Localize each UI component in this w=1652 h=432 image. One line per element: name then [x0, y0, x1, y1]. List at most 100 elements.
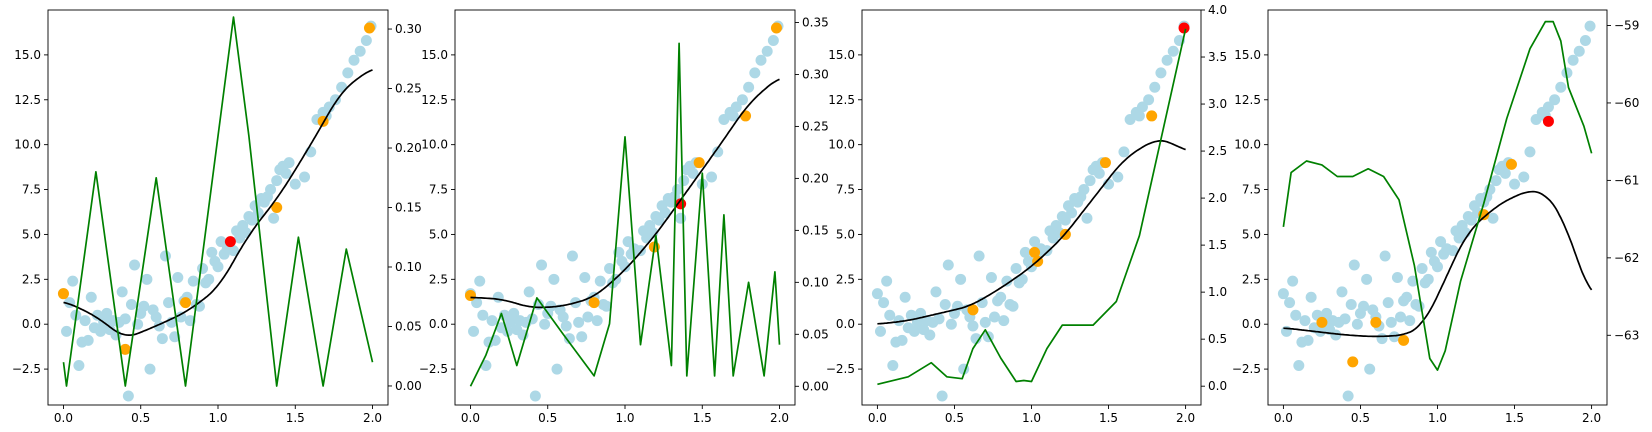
subplot-2: −2.5 0.0 2.5 5.0 7.5 10.0 12.5 15.0 0.00 0.05 0.10…: [419, 9, 829, 425]
observations-point: [268, 212, 280, 224]
observations-point: [566, 250, 578, 262]
x-tick-label: 0.5: [538, 411, 557, 425]
left-tick-label: 5.0: [836, 227, 855, 241]
observations-point: [1579, 35, 1591, 47]
left-tick-label: −2.5: [826, 362, 855, 376]
left-tick-label: 7.5: [836, 183, 855, 197]
observations-point: [240, 227, 252, 239]
left-tick-label: 12.5: [421, 93, 448, 107]
observations-point: [85, 291, 97, 303]
observations-point: [1376, 333, 1388, 345]
observations-point: [730, 101, 742, 113]
selected-point: [1146, 110, 1158, 122]
plot-area: [464, 20, 784, 402]
observations-point: [939, 298, 951, 310]
observations-point: [1361, 273, 1373, 285]
observations-point: [125, 298, 137, 310]
selected-point: [271, 202, 283, 213]
observations-point: [979, 316, 991, 328]
left-tick-label: 2.5: [1242, 272, 1261, 286]
right-tick-label: 0.30: [395, 22, 422, 36]
observations-point: [1499, 167, 1511, 179]
observations-point: [736, 94, 748, 106]
right-tick-label: 0.20: [395, 141, 422, 155]
left-tick-label: 5.0: [22, 227, 41, 241]
right-tick-label: 1.0: [1208, 285, 1227, 299]
observations-point: [536, 259, 548, 271]
observations-point: [995, 291, 1007, 303]
observations-point: [1280, 325, 1292, 337]
right-tick-label: −61: [1614, 173, 1639, 187]
observations-point: [1416, 263, 1428, 275]
observations-point: [82, 334, 94, 346]
observations-point: [492, 291, 504, 303]
observations-point: [924, 329, 936, 341]
observations-point: [95, 325, 107, 337]
x-tick-label: 2.0: [363, 411, 382, 425]
left-tick-label: 12.5: [14, 93, 41, 107]
observations-point: [560, 320, 572, 332]
observations-point: [1112, 171, 1124, 183]
mean-line: [1283, 190, 1593, 338]
observations-point: [1001, 275, 1013, 287]
observations-point: [619, 261, 631, 273]
selected-point: [57, 288, 69, 300]
observations-point: [101, 307, 113, 319]
observations-point: [878, 297, 890, 309]
selected-point: [1347, 356, 1359, 368]
x-tick-label: 0.0: [868, 411, 887, 425]
observations-point: [1358, 300, 1370, 312]
observations-point: [1542, 101, 1554, 113]
observations-point: [1348, 259, 1360, 271]
left-tick-label: 7.5: [1242, 183, 1261, 197]
right-tick-label: 0.15: [802, 223, 829, 237]
observations-point: [1124, 114, 1136, 126]
right-tick-label: 3.0: [1208, 97, 1227, 111]
observations-point: [557, 311, 569, 323]
observations-point: [1066, 207, 1078, 219]
observations-point: [1136, 101, 1148, 113]
observations-point: [159, 250, 171, 262]
observations-point: [203, 273, 215, 285]
observations-point: [1490, 175, 1502, 187]
observations-point: [936, 390, 948, 402]
left-tick-label: 15.0: [421, 48, 448, 62]
x-tick-label: 0.5: [945, 411, 964, 425]
observations-point: [1019, 246, 1031, 258]
selected-point: [770, 22, 782, 34]
right-tick-label: 0.35: [802, 15, 829, 29]
observations-point: [1302, 334, 1314, 346]
observations-point: [138, 300, 150, 312]
observations-point: [718, 114, 730, 126]
observations-point: [119, 313, 131, 325]
observations-point: [1143, 94, 1155, 106]
x-tick-label: 1.5: [286, 411, 305, 425]
left-tick-label: 0.0: [836, 317, 855, 331]
observations-point: [1029, 236, 1041, 248]
observations-point: [61, 325, 73, 337]
selected-point: [588, 297, 600, 309]
observations-point: [486, 315, 498, 327]
observations-point: [91, 309, 103, 321]
observations-point: [989, 311, 1001, 323]
observations-point: [1413, 300, 1425, 312]
observations-point: [1518, 171, 1530, 183]
right-tick-label: 2.5: [1208, 144, 1227, 158]
axes-frame: [861, 9, 1202, 406]
next-point: [224, 236, 236, 248]
left-tick-label: 12.5: [828, 93, 855, 107]
observations-point: [342, 67, 354, 79]
observations-point: [73, 360, 85, 371]
left-tick-label: 12.5: [1234, 93, 1261, 107]
observations-point: [1041, 245, 1053, 257]
left-tick-label: 15.0: [828, 48, 855, 62]
observations-point: [1299, 315, 1311, 327]
left-tick-label: −2.5: [1232, 362, 1261, 376]
observations-point: [1277, 288, 1289, 300]
observations-point: [212, 261, 224, 273]
observations-point: [579, 272, 591, 284]
observations-point: [1432, 261, 1443, 273]
x-tick-label: 1.5: [1505, 411, 1524, 425]
subplot-4: −2.5 0.0 2.5 5.0 7.5 10.0 12.5 15.0 −63 −62 −61 −60…: [1232, 9, 1639, 425]
observations-point: [67, 275, 79, 287]
